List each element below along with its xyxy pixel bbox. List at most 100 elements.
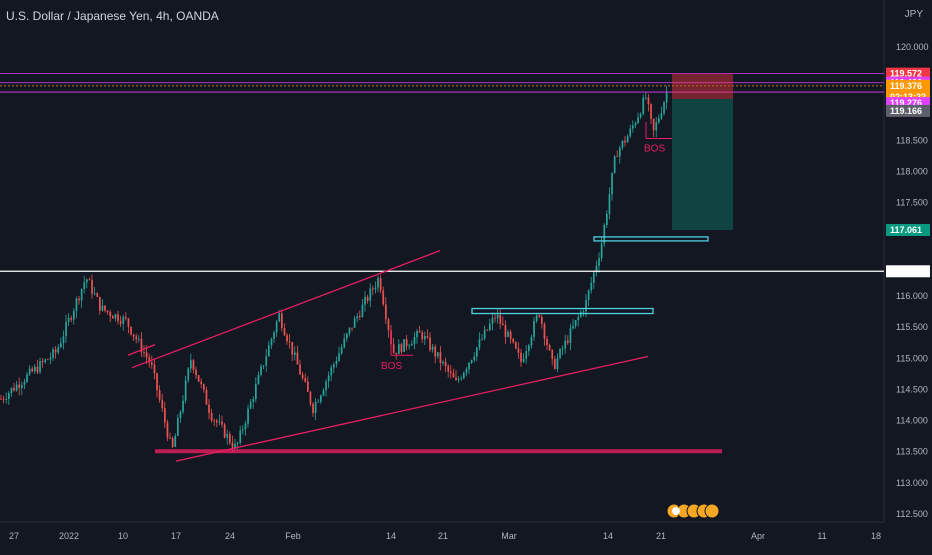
- price-tag-label: 119.572: [890, 69, 922, 79]
- candle-body: [491, 317, 494, 324]
- candle-body: [249, 401, 252, 409]
- candle-body: [322, 390, 325, 396]
- flag-icon: [672, 507, 680, 515]
- candle-body: [629, 128, 632, 137]
- y-tick-label: 118.000: [896, 167, 928, 177]
- candle-body: [197, 375, 200, 382]
- candle-body: [208, 404, 210, 413]
- candle-body: [229, 434, 231, 443]
- candle-body: [31, 368, 34, 372]
- bos-annotation: BOS: [644, 144, 665, 155]
- price-tag: [886, 265, 930, 278]
- candle-body: [158, 390, 161, 400]
- candle-body: [606, 213, 608, 225]
- lower-trendline: [175, 355, 649, 462]
- candle-body: [395, 352, 398, 355]
- candle-body: [483, 329, 486, 339]
- candle-body: [140, 338, 143, 353]
- y-tick-label: 117.500: [896, 198, 928, 208]
- candle-body: [663, 102, 665, 114]
- candle-body: [408, 345, 411, 347]
- candle-body: [665, 92, 668, 103]
- candle-body: [507, 331, 509, 337]
- candle-body: [304, 378, 307, 382]
- candle-body: [156, 373, 158, 391]
- candle-body: [561, 348, 564, 350]
- stop-loss-zone: [672, 73, 733, 99]
- candle-body: [587, 290, 590, 300]
- x-tick-label: 18: [871, 531, 881, 541]
- x-tick-label: 17: [171, 531, 181, 541]
- candle-body: [442, 361, 444, 364]
- candle-body: [515, 342, 517, 349]
- candle-body: [257, 374, 260, 385]
- candle-body: [652, 118, 655, 131]
- candle-body: [567, 340, 569, 343]
- candle-body: [265, 356, 268, 366]
- candle-body: [418, 331, 421, 333]
- bos-annotation: BOS: [381, 361, 402, 372]
- candle-body: [489, 323, 491, 331]
- candle-body: [119, 321, 122, 324]
- candle-body: [96, 293, 99, 297]
- candle-body: [190, 360, 192, 369]
- candle-body: [348, 327, 351, 334]
- candle-body: [613, 156, 616, 173]
- candle-body: [151, 362, 153, 365]
- candle-body: [543, 323, 546, 339]
- candle-body: [57, 347, 60, 353]
- candle-body: [184, 380, 187, 401]
- candle-body: [559, 349, 561, 359]
- candle-body: [244, 423, 247, 430]
- candle-body: [122, 316, 125, 324]
- candle-body: [580, 311, 582, 317]
- candle-body: [125, 316, 127, 319]
- candle-body: [431, 346, 434, 350]
- y-tick-label: 116.000: [896, 291, 928, 301]
- candle-body: [582, 311, 585, 313]
- candle-body: [291, 341, 294, 355]
- x-tick-label: 2022: [59, 531, 79, 541]
- candle-body: [504, 325, 507, 337]
- candle-body: [49, 357, 52, 360]
- y-tick-label: 115.500: [896, 322, 928, 332]
- candle-body: [577, 316, 580, 321]
- candle-body: [179, 411, 182, 419]
- candle-body: [343, 338, 346, 348]
- x-tick-label: 14: [386, 531, 396, 541]
- candle-body: [611, 172, 613, 195]
- candle-body: [556, 358, 559, 369]
- candle-body: [91, 280, 93, 294]
- candle-body: [75, 298, 78, 311]
- candle-body: [0, 398, 2, 400]
- candle-body: [187, 368, 190, 381]
- candle-body: [226, 434, 229, 438]
- candle-body: [603, 224, 606, 244]
- candle-body: [166, 422, 169, 438]
- candle-body: [28, 368, 31, 375]
- candle-body: [283, 328, 286, 336]
- candle-body: [476, 347, 478, 357]
- candle-body: [338, 353, 340, 362]
- candle-body: [424, 335, 426, 340]
- order-block-2: [593, 236, 709, 242]
- candle-body: [86, 279, 88, 283]
- x-tick-label: 14: [603, 531, 613, 541]
- candle-body: [242, 429, 244, 431]
- candle-body: [655, 122, 658, 131]
- candle-body: [93, 293, 96, 295]
- candle-body: [541, 316, 543, 324]
- candle-body: [421, 332, 424, 340]
- candle-body: [569, 328, 572, 343]
- y-tick-label: 115.000: [896, 353, 928, 363]
- candle-body: [340, 347, 343, 354]
- candle-body: [174, 435, 177, 447]
- candle-body: [70, 317, 73, 320]
- candle-body: [496, 314, 499, 319]
- candle-body: [551, 349, 554, 360]
- candle-body: [236, 442, 239, 444]
- currency-label: JPY: [904, 9, 923, 20]
- candle-body: [114, 314, 117, 319]
